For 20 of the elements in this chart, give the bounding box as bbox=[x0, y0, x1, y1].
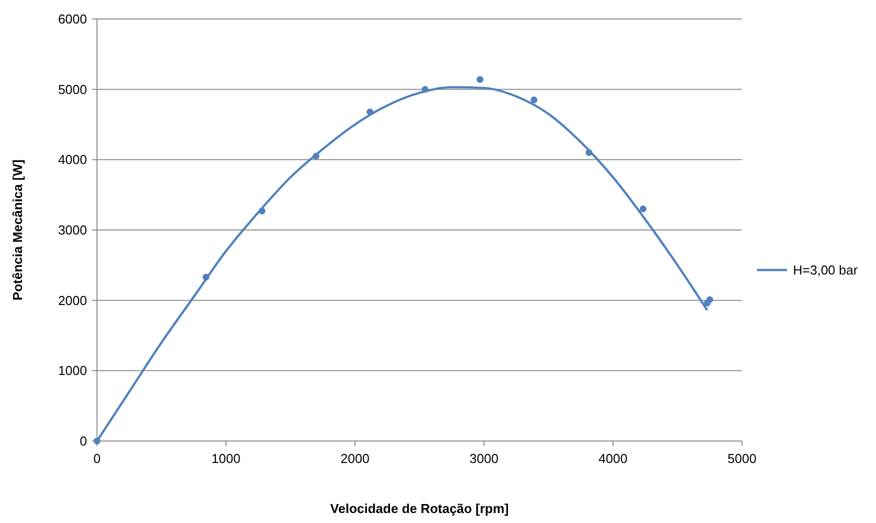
x-axis-title: Velocidade de Rotação [rpm] bbox=[330, 501, 509, 516]
y-tick-label: 2000 bbox=[58, 292, 87, 308]
y-tick-label: 6000 bbox=[58, 12, 87, 27]
legend-label: H=3,00 bar bbox=[793, 262, 858, 278]
y-tick-label: 3000 bbox=[58, 222, 87, 238]
y-axis-title: Potência Mecânica [W] bbox=[10, 160, 25, 300]
x-tick-label: 5000 bbox=[728, 451, 756, 466]
y-tick-label: 5000 bbox=[58, 82, 87, 97]
point bbox=[640, 206, 646, 212]
point bbox=[706, 296, 714, 304]
y-tick-label: 4000 bbox=[58, 152, 87, 168]
x-tick-label: 4000 bbox=[598, 451, 628, 466]
point bbox=[476, 76, 484, 83]
x-tick-label: 1000 bbox=[212, 451, 240, 466]
y-tick-label: 0 bbox=[80, 434, 87, 449]
x-tick-label: 3000 bbox=[470, 451, 498, 466]
x-tick-label: 0 bbox=[93, 451, 101, 466]
point bbox=[530, 96, 538, 104]
y-tick-label: 1000 bbox=[58, 363, 87, 378]
x-tick-label: 2000 bbox=[340, 451, 370, 466]
